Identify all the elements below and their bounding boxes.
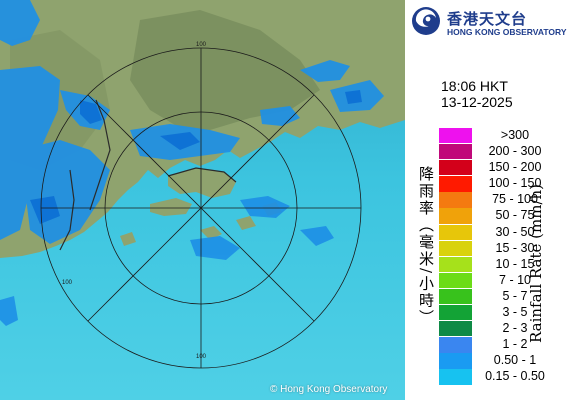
logo-english-text: HONG KONG OBSERVATORY [447,27,567,37]
legend-label: 0.15 - 0.50 [485,369,545,384]
hko-logo[interactable]: 香港天文台 HONG KONG OBSERVATORY [411,6,577,40]
legend-swatch [439,128,472,144]
land-lantau [150,198,192,216]
range-ring-label: 100 [196,354,207,360]
legend-swatch [439,144,472,160]
legend-label: 100 - 150 [488,176,542,191]
legend-swatch [439,337,472,353]
logo-chinese-text: 香港天文台 [447,11,528,28]
rain-echoes-moderate [30,90,362,224]
legend-item: 30 - 50 [439,224,549,241]
range-rings [40,47,362,369]
legend-swatch [439,272,472,289]
hko-logo-icon [412,7,440,35]
radar-time: 18:06 HKT [441,78,508,94]
legend-item: 7 - 10 [439,272,549,289]
legend-swatch [439,208,472,224]
legend-swatch [439,321,472,337]
legend-label: 15 - 30 [495,240,535,255]
legend-label: >300 [500,128,530,142]
legend-swatch [439,176,472,192]
legend-item: 1 - 2 [439,337,549,353]
legend-item: 3 - 5 [439,305,549,321]
rainfall-legend: >300 200 - 300 150 - 200 100 - 150 75 - 100 5… [439,128,549,386]
legend-swatch [439,256,472,273]
legend-label: 150 - 200 [488,160,542,175]
legend-title-english: Rainfall Rate (mm/h) [527,183,545,343]
legend-swatch [439,305,472,321]
legend-label: 7 - 10 [499,272,531,287]
legend-title-chinese: 降雨率（毫米/小時） [417,166,435,327]
legend-item: 0.15 - 0.50 [439,369,549,385]
legend-label: 200 - 300 [488,144,542,159]
legend-swatch [439,240,472,256]
legend-swatch [439,353,472,369]
legend-item: 5 - 7 [439,288,549,305]
range-ring-label: 100 [62,280,73,286]
legend-label: 75 - 100 [492,192,538,207]
legend-label: 30 - 50 [495,224,535,239]
side-panel: 香港天文台 HONG KONG OBSERVATORY 18:06 HKT 13… [405,0,577,400]
legend-item: 10 - 15 [439,256,549,273]
legend-swatch [439,369,472,385]
legend-item: >300 [439,128,549,144]
coastline [59,99,237,251]
legend-label: 50 - 75 [495,208,535,223]
legend-item: 2 - 3 [439,321,549,337]
legend-item: 150 - 200 [439,160,549,176]
legend-label: 2 - 3 [502,321,528,336]
radar-map-canvas: 100 100 100 [0,0,405,400]
legend-label: 3 - 5 [502,305,528,320]
radar-date: 13-12-2025 [441,94,513,110]
range-ring-label: 100 [196,42,207,48]
land-hills [130,10,320,130]
legend-swatch [439,288,472,305]
legend-item: 75 - 100 [439,192,549,208]
legend-label: 1 - 2 [502,337,528,352]
copyright-notice: © Hong Kong Observatory [270,384,388,395]
legend-item: 200 - 300 [439,144,549,160]
legend-item: 0.50 - 1 [439,353,549,369]
legend-label: 0.50 - 1 [493,353,537,368]
legend-item: 50 - 75 [439,208,549,224]
range-ring-labels: 100 100 100 [62,42,207,360]
legend-swatch [439,224,472,240]
legend-item: 100 - 150 [439,176,549,192]
radar-map[interactable]: 100 100 100 © Hong Kong Observatory [0,0,405,400]
legend-label: 5 - 7 [502,288,528,303]
legend-label: 10 - 15 [495,256,535,271]
legend-item: 15 - 30 [439,240,549,257]
legend-swatch [439,192,472,208]
legend-swatch [439,160,472,176]
